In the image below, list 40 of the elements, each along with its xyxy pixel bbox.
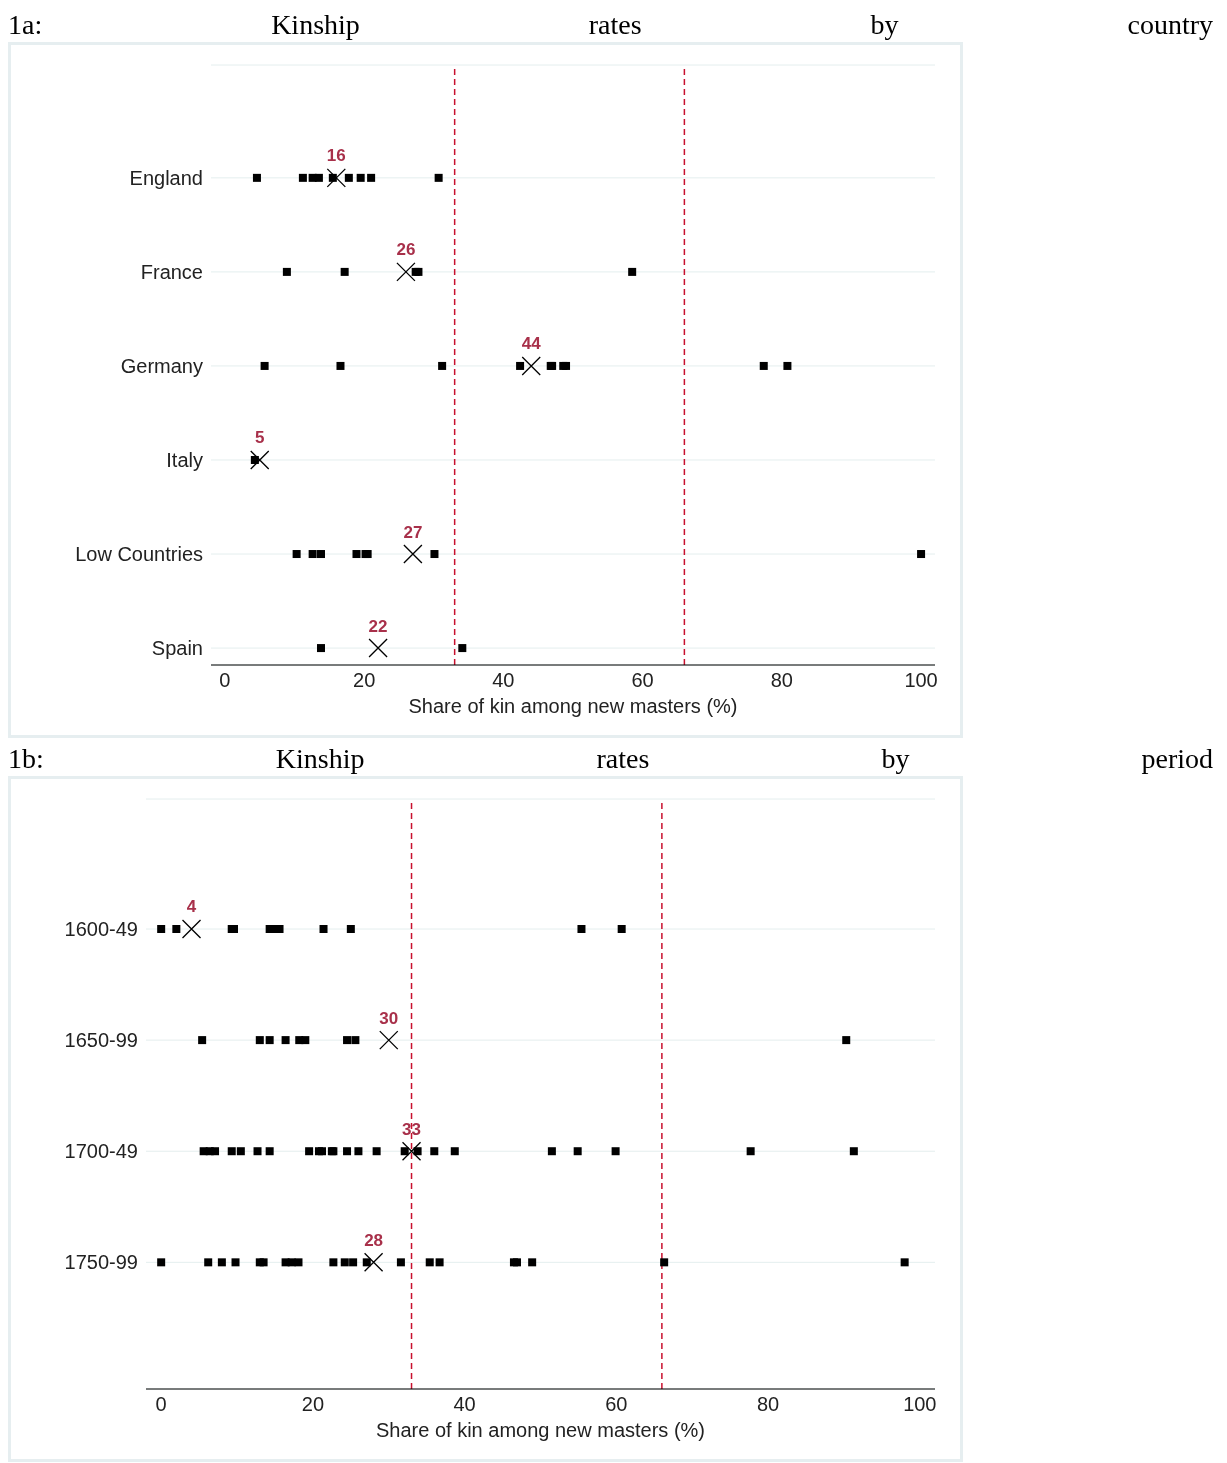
data-label: 27 [403, 522, 423, 542]
y-tick-label: 1750-99 [64, 1251, 138, 1274]
data-label: 16 [326, 146, 346, 166]
point [363, 1252, 384, 1272]
chart-title: 1b: Kinship rates by period [8, 742, 1213, 776]
y-tick-label: Germany [120, 355, 203, 378]
chart-title: 1a: Kinship rates by country [8, 8, 1213, 42]
data-label: 26 [396, 240, 416, 260]
data-label: 44 [521, 334, 542, 354]
point [379, 1030, 399, 1050]
x-tick-label: 40 [492, 669, 515, 692]
x-tick-label: 20 [353, 669, 376, 692]
y-tick-label: 1650-99 [64, 1029, 138, 1052]
x-tick-label: 80 [770, 669, 793, 692]
y-tick-label: Spain [151, 637, 203, 660]
x-tick-label: 100 [903, 1393, 937, 1416]
x-tick-label: 20 [301, 1393, 325, 1416]
x-axis-title: Share of kin among new masters (%) [375, 1419, 706, 1441]
y-tick-label: Low Countries [75, 543, 203, 566]
point [181, 919, 202, 939]
x-tick-label: 60 [605, 1393, 628, 1416]
data-label: 22 [368, 616, 388, 636]
x-tick-label: 40 [453, 1393, 476, 1416]
data-label: 4 [186, 897, 197, 917]
y-tick-label: 1700-49 [64, 1140, 138, 1163]
x-tick-label: 0 [155, 1393, 167, 1416]
x-tick-label: 0 [219, 669, 231, 692]
y-tick-label: 1600-49 [64, 918, 138, 941]
x-tick-label: 60 [631, 669, 654, 692]
data-label: 5 [255, 428, 265, 448]
point [401, 1141, 422, 1161]
data-label: 28 [364, 1230, 384, 1250]
data-label: 33 [402, 1119, 421, 1139]
y-tick-label: France [140, 261, 203, 283]
data-label: 30 [379, 1008, 399, 1028]
x-tick-label: 80 [756, 1393, 780, 1416]
x-tick-label: 100 [904, 669, 938, 692]
y-tick-label: England [129, 166, 203, 189]
y-tick-label: Italy [166, 449, 203, 472]
x-axis-title: Share of kin among new masters (%) [408, 695, 738, 717]
